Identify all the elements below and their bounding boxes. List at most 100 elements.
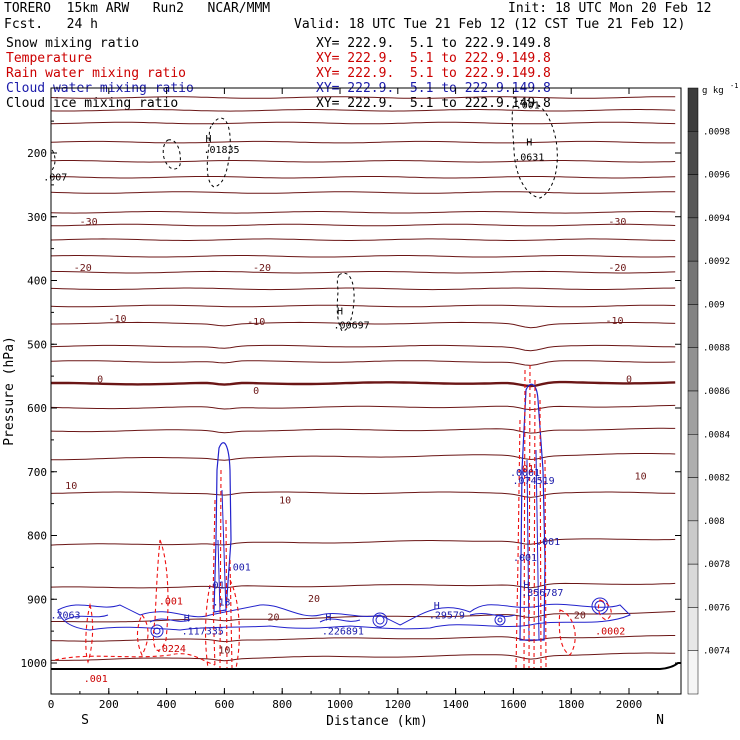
model-title: TORERO 15km ARW Run2 NCAR/MMM (4, 1, 271, 16)
temperature-label: -20 (253, 263, 271, 274)
extremum-label: .13 (212, 598, 230, 609)
cloud-water-contour (519, 383, 546, 641)
temperature-contour (50, 191, 676, 194)
x-tick-label: 1800 (558, 698, 585, 711)
x-tick-label: 1400 (442, 698, 469, 711)
rain-water-contour (136, 613, 149, 657)
temperature-contour (50, 635, 676, 643)
extremum-label: .001 (159, 596, 183, 607)
temperature-label: -20 (608, 263, 626, 274)
rain-water-contour (85, 604, 94, 664)
extremum-label: .0224 (156, 644, 186, 655)
temperature-contour (50, 255, 676, 258)
x-tick-label: 1600 (500, 698, 527, 711)
y-tick-label: 300 (27, 211, 47, 224)
cloud-water-contour (213, 442, 232, 613)
rain-water-contour (152, 539, 169, 651)
colorbar: .0098 .0096 .0094 .0092 .009 .0088 .0086 .0084.… (687, 87, 730, 695)
extremum-label: .2063 (50, 610, 80, 621)
extremum-label: .01 (516, 464, 534, 475)
colorbar-swatch (687, 87, 699, 132)
temperature-contour (50, 270, 676, 274)
colorbar-swatch (687, 347, 699, 392)
temperature-contour (51, 321, 676, 329)
x-tick-label: 1000 (327, 698, 354, 711)
temperature-contour (50, 304, 676, 308)
legend-cloud-ice-label: Cloud ice mixing ratio (6, 96, 179, 111)
temperature-contour (50, 404, 676, 411)
hydrometeor-contours (51, 99, 631, 669)
temperature-contour (50, 538, 676, 546)
colorbar-swatch (687, 217, 699, 262)
high-marker: H (337, 306, 343, 317)
cloud-water-contour (64, 613, 516, 623)
legend-cloud-ice-xy: XY= 222.9. 5.1 to 222.9.149.8 (316, 96, 551, 111)
temperature-contour (51, 380, 676, 388)
x-tick-label: 1200 (385, 698, 412, 711)
colorbar-label: .0098 (703, 127, 730, 137)
extremum-label: .074519 (513, 476, 555, 487)
cloud-water-contour (217, 489, 227, 613)
high-marker: H (434, 601, 440, 612)
temperature-label: -30 (80, 217, 98, 228)
y-axis-title: Pressure (hPa) (2, 336, 17, 446)
colorbar-label: .0092 (703, 257, 730, 267)
temperature-label: 20 (308, 594, 320, 605)
temperature-contour (50, 121, 676, 125)
x-tick-label: 600 (214, 698, 234, 711)
high-marker: H (325, 612, 331, 623)
temperature-contour (50, 344, 676, 352)
temperature-label: 0 (97, 375, 103, 386)
temperature-contour (50, 96, 676, 99)
x-tick-label: 2000 (616, 698, 643, 711)
extremum-label: .01 (207, 580, 225, 591)
temperature-contour (50, 491, 676, 498)
north-label: N (656, 713, 664, 728)
rain-water-contour (558, 609, 576, 656)
temperature-label: 0 (626, 375, 632, 386)
legend-temperature-label: Temperature (6, 51, 93, 66)
legend-snow-xy: XY= 222.9. 5.1 to 222.9.149.8 (316, 36, 551, 51)
extremum-label: .01835 (203, 145, 239, 156)
colorbar-label: .008 (703, 517, 725, 527)
colorbar-swatch (687, 477, 699, 522)
colorbar-label: .0088 (703, 344, 730, 354)
colorbar-swatch (687, 607, 699, 651)
legend-snow-label: Snow mixing ratio (6, 36, 140, 51)
cloud-water-contour (57, 603, 631, 631)
colorbar-swatch (687, 650, 699, 695)
temperature-label: -10 (605, 316, 623, 327)
temperature-label: 10 (218, 645, 230, 656)
extremum-label: .007 (43, 172, 67, 183)
temperature-contour (50, 160, 676, 163)
temperature-label: -20 (74, 263, 92, 274)
legend-rain-xy: XY= 222.9. 5.1 to 222.9.149.8 (316, 66, 551, 81)
temperature-contour (50, 238, 676, 241)
high-marker: H (523, 580, 529, 591)
plot-frame (50, 87, 682, 695)
legend-temperature-xy: XY= 222.9. 5.1 to 222.9.149.8 (316, 51, 551, 66)
y-tick-label: 700 (27, 466, 47, 479)
x-tick-label: 0 (48, 698, 55, 711)
temperature-contour (50, 360, 676, 366)
rain-water-contour (204, 579, 240, 669)
colorbar-label: .0076 (703, 603, 730, 613)
colorbar-label: .0082 (703, 474, 730, 484)
temperature-label: 10 (65, 481, 77, 492)
temperature-contour (50, 427, 676, 434)
extremum-label: .00697 (334, 320, 370, 331)
extremum-label: .001 (227, 563, 251, 574)
temperature-contour (50, 176, 676, 179)
extremum-label: .001 (536, 537, 560, 548)
snow-contour (511, 99, 558, 199)
cloud-water-contour (375, 615, 385, 625)
y-tick-label: 800 (27, 530, 47, 543)
valid-time: Valid: 18 UTC Tue 21 Feb 12 (12 CST Tue … (294, 17, 686, 32)
colorbar-swatch (687, 260, 699, 305)
colorbar-unit-exponent: -1 (730, 82, 738, 90)
colorbar-swatch (687, 174, 699, 219)
colorbar-label: .0086 (703, 387, 730, 397)
extremum-label: .001 (516, 100, 540, 111)
colorbar-label: .0094 (703, 214, 730, 224)
